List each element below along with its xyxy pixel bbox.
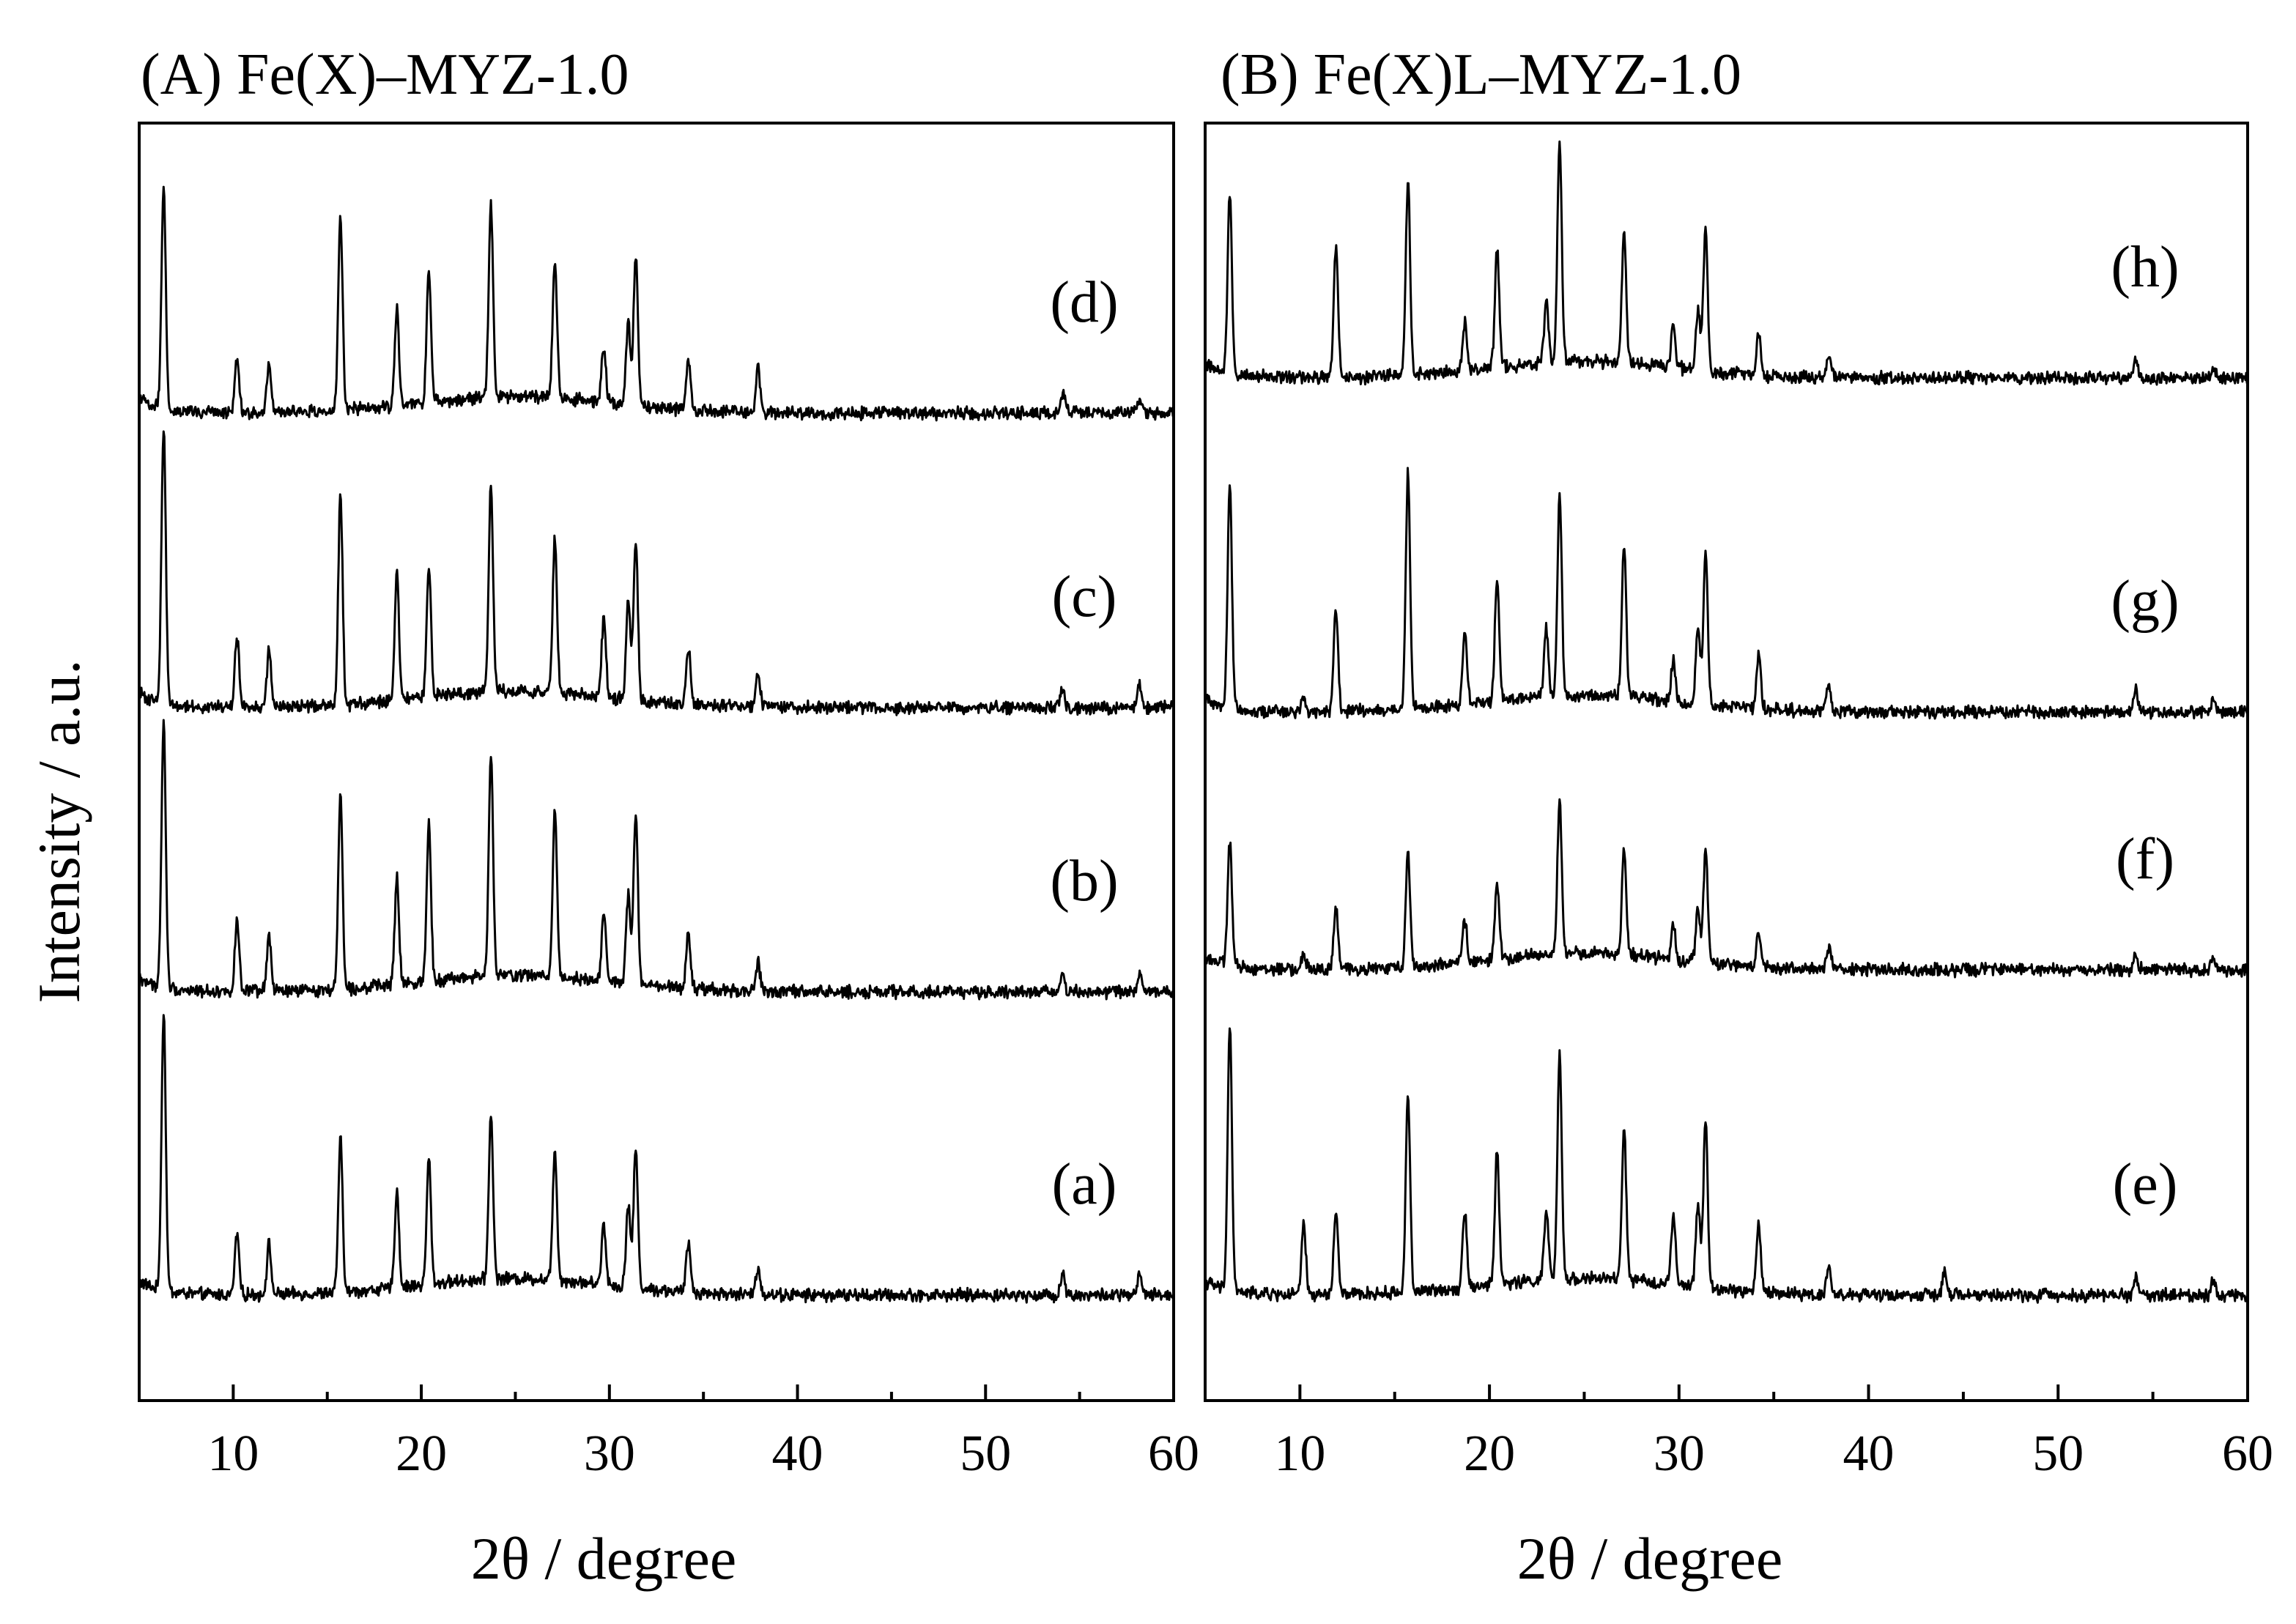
x-tick-label: 60 [2222,1425,2273,1482]
panel-a-title: (A) Fe(X)–MYZ-1.0 [141,42,629,107]
x-tick-label: 30 [584,1425,635,1482]
x-tick-label: 20 [396,1425,447,1482]
xrd-trace-a [139,1015,1174,1302]
xrd-trace-f [1205,799,2248,977]
trace-label-b: (b) [1050,849,1118,913]
panel-b-title: (B) Fe(X)L–MYZ-1.0 [1221,42,1741,107]
x-tick-label: 30 [1654,1425,1705,1482]
x-tick-label: 10 [207,1425,259,1482]
xrd-trace-h [1205,141,2248,385]
x-tick-label: 60 [1148,1425,1199,1482]
x-tick-label: 10 [1274,1425,1325,1482]
x-tick-label: 40 [1843,1425,1895,1482]
y-axis-label: Intensity / a.u. [26,659,92,1003]
panel-a-x-axis-label: 2θ / degree [471,1525,737,1592]
xrd-trace-c [139,431,1174,715]
xrd-figure: (A) Fe(X)–MYZ-1.0 (B) Fe(X)L–MYZ-1.0 Int… [0,0,2296,1624]
xrd-trace-d [139,187,1174,420]
x-tick-label: 20 [1464,1425,1515,1482]
trace-label-g: (g) [2111,569,2179,634]
x-tick-label: 50 [960,1425,1011,1482]
x-tick-label: 50 [2032,1425,2084,1482]
trace-label-d: (d) [1050,270,1118,335]
trace-label-c: (c) [1052,565,1117,629]
xrd-trace-g [1205,468,2248,719]
panel-b-plot: 10 20 30 40 50 60 (e) (f) (g) (h) [1205,123,2273,1482]
trace-label-f: (f) [2116,827,2174,891]
panel-frame [1205,123,2248,1401]
trace-label-h: (h) [2111,235,2179,300]
panel-b-x-axis-label: 2θ / degree [1517,1525,1783,1592]
xrd-trace-b [139,720,1174,999]
x-tick-label: 40 [772,1425,823,1482]
panel-frame [139,123,1174,1401]
trace-label-e: (e) [2113,1152,2178,1217]
panel-a-plot: 10 20 30 40 50 60 (a) (b) (c) (d) [139,123,1199,1482]
xrd-trace-e [1205,1028,2248,1302]
trace-label-a: (a) [1052,1152,1117,1217]
